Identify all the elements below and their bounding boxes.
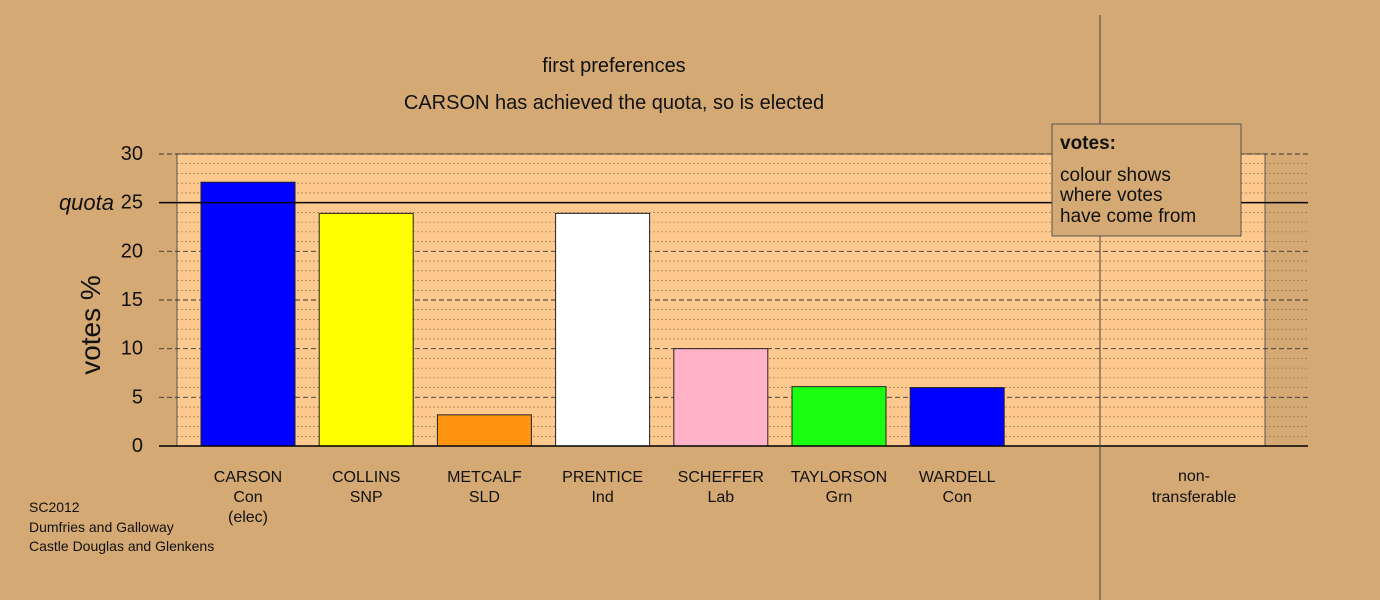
x-label-name: COLLINS bbox=[332, 469, 400, 486]
legend-line: colour shows bbox=[1060, 165, 1171, 186]
footer-line: Dumfries and Galloway bbox=[29, 519, 174, 535]
legend-line: have come from bbox=[1060, 206, 1196, 227]
bar-wardell bbox=[909, 387, 1005, 447]
x-label-note: (elec) bbox=[228, 509, 268, 526]
x-label-name: TAYLORSON bbox=[791, 469, 887, 486]
y-tick-labels: 0 5 10 15 20 25 30 bbox=[121, 143, 143, 457]
quota-label: quota bbox=[59, 190, 114, 215]
bar-carson bbox=[200, 181, 296, 447]
legend-title: votes: bbox=[1060, 133, 1116, 154]
legend-box bbox=[1051, 123, 1242, 237]
x-label-party: SNP bbox=[350, 489, 383, 506]
y-tick-label: 20 bbox=[121, 240, 143, 262]
y-tick-label: 10 bbox=[121, 338, 143, 360]
x-label-party: Grn bbox=[826, 489, 853, 506]
footer-line: Castle Douglas and Glenkens bbox=[29, 538, 214, 554]
legend: votes: colour shows where votes have com… bbox=[1051, 123, 1242, 237]
bar-prentice bbox=[555, 212, 651, 447]
x-label-party: Lab bbox=[707, 489, 734, 506]
y-axis-label: votes % bbox=[75, 275, 106, 375]
y-tick-label: 5 bbox=[132, 386, 143, 408]
x-label-party: Con bbox=[233, 489, 262, 506]
bar-collins bbox=[318, 212, 414, 447]
nontransferable-label-line2: transferable bbox=[1152, 489, 1237, 506]
y-tick-label: 25 bbox=[121, 192, 143, 214]
y-tick-label: 30 bbox=[121, 143, 143, 165]
bar-taylorson bbox=[791, 386, 887, 447]
chart-title: first preferences bbox=[542, 55, 685, 77]
footer-line: SC2012 bbox=[29, 499, 80, 515]
x-label-name: SCHEFFER bbox=[678, 469, 764, 486]
y-tick-label: 0 bbox=[132, 435, 143, 457]
y-tick-label: 15 bbox=[121, 289, 143, 311]
bar-metcalf bbox=[436, 414, 532, 447]
bar-scheffer bbox=[673, 348, 769, 447]
x-label-name: PRENTICE bbox=[562, 469, 643, 486]
nontransferable-label-line1: non- bbox=[1178, 468, 1210, 485]
x-label-party: Ind bbox=[591, 489, 613, 506]
chart-subtitle: CARSON has achieved the quota, so is ele… bbox=[404, 92, 824, 114]
x-label-party: SLD bbox=[469, 489, 500, 506]
x-label-name: METCALF bbox=[447, 469, 522, 486]
x-label-name: WARDELL bbox=[919, 469, 996, 486]
x-labels: CARSON Con (elec) COLLINS SNP METCALF SLD PRENT… bbox=[214, 469, 996, 526]
legend-line: where votes bbox=[1059, 185, 1162, 206]
x-label-name: CARSON bbox=[214, 469, 282, 486]
x-label-party: Con bbox=[943, 489, 972, 506]
bars bbox=[200, 181, 1005, 447]
